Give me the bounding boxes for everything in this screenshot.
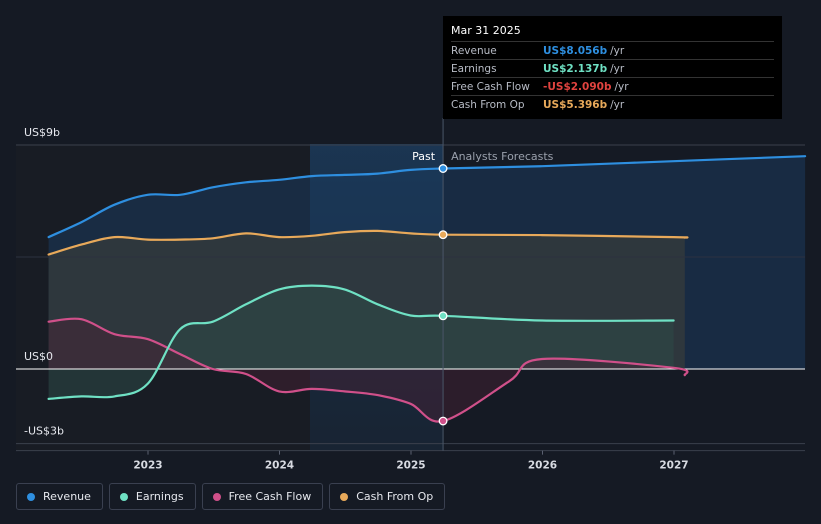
tooltip-label: Earnings	[451, 62, 497, 75]
tooltip-unit: /yr	[610, 44, 625, 57]
cash-from-op-line	[47, 229, 689, 256]
chart-legend: Revenue Earnings Free Cash Flow Cash Fro…	[16, 483, 446, 510]
tooltip-unit: /yr	[610, 62, 625, 75]
legend-dot-icon	[212, 492, 221, 501]
x-tick-label: 2025	[396, 460, 425, 472]
tooltip-unit: /yr	[610, 98, 625, 111]
tooltip-row-free-cash-flow: Free Cash Flow -US$2.090b /yr	[451, 78, 774, 96]
revenue-line	[47, 155, 807, 239]
tooltip-value: US$8.056b	[543, 44, 608, 57]
tooltip-unit: /yr	[614, 80, 629, 93]
cash-from-op-marker	[438, 230, 448, 240]
tooltip-value: US$2.137b	[543, 62, 608, 75]
legend-item-free-cash-flow[interactable]: Free Cash Flow	[201, 483, 324, 510]
legend-dot-icon	[27, 492, 35, 501]
tooltip-value: -US$2.090b	[543, 80, 612, 93]
x-tick-label: 2023	[133, 460, 162, 472]
tooltip-date: Mar 31 2025	[451, 22, 774, 42]
earnings-marker	[438, 311, 448, 321]
x-tick-label: 2027	[659, 460, 688, 472]
legend-item-cash-from-op[interactable]: Cash From Op	[329, 483, 446, 510]
y-tick-label: US$9b	[24, 126, 60, 139]
legend-dot-icon	[119, 492, 128, 501]
tooltip-row-cash-from-op: Cash From Op US$5.396b /yr	[451, 96, 774, 113]
free-cash-flow-area	[48, 318, 688, 422]
data-tooltip: Mar 31 2025 Revenue US$8.056b /yr Earnin…	[443, 16, 782, 119]
tooltip-row-earnings: Earnings US$2.137b /yr	[451, 60, 774, 78]
x-tick-label: 2026	[528, 460, 557, 472]
tooltip-value: US$5.396b	[543, 98, 608, 111]
revenue-marker	[438, 164, 448, 173]
x-tick-label: 2024	[265, 460, 294, 472]
free-cash-flow-marker	[438, 416, 448, 426]
tooltip-label: Revenue	[451, 44, 497, 57]
past-label: Past	[412, 150, 436, 163]
legend-item-earnings[interactable]: Earnings	[108, 483, 196, 510]
legend-label: Revenue	[43, 490, 91, 503]
legend-item-revenue[interactable]: Revenue	[16, 483, 103, 510]
tooltip-label: Free Cash Flow	[451, 80, 530, 93]
legend-dot-icon	[340, 492, 349, 501]
free-cash-flow-line	[47, 317, 689, 423]
tooltip-row-revenue: Revenue US$8.056b /yr	[451, 42, 774, 60]
legend-label: Cash From Op	[356, 490, 434, 503]
y-tick-label: US$0	[24, 350, 53, 363]
legend-label: Earnings	[135, 490, 184, 503]
y-tick-label: -US$3b	[24, 425, 64, 438]
legend-label: Free Cash Flow	[228, 490, 312, 503]
tooltip-label: Cash From Op	[451, 98, 525, 111]
earnings-area	[48, 285, 674, 399]
forecast-label: Analysts Forecasts	[451, 150, 554, 163]
